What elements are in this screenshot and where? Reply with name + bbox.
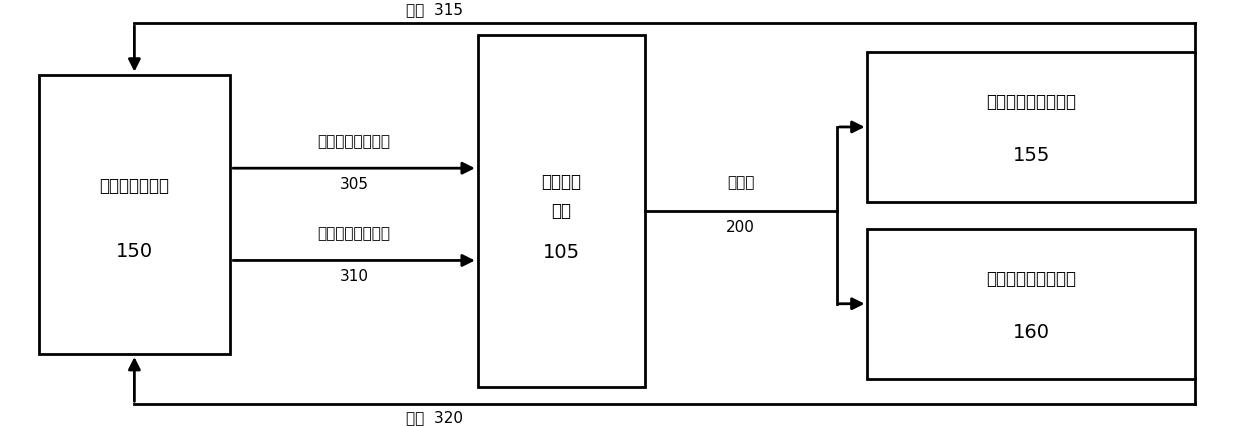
Text: 105: 105 bbox=[543, 243, 580, 262]
Bar bbox=[477, 35, 645, 387]
Text: 内容提供者计算设备: 内容提供者计算设备 bbox=[986, 93, 1076, 111]
Text: 服务提供者计算设备: 服务提供者计算设备 bbox=[986, 270, 1076, 288]
Text: 155: 155 bbox=[1013, 146, 1050, 165]
Text: 客户端计算设备: 客户端计算设备 bbox=[99, 176, 170, 195]
Bar bbox=[38, 75, 231, 354]
Text: 160: 160 bbox=[1013, 323, 1050, 342]
Text: 数据处理: 数据处理 bbox=[541, 173, 582, 191]
Text: 第二输入音频信号: 第二输入音频信号 bbox=[317, 226, 391, 241]
Text: 单线程: 单线程 bbox=[727, 175, 754, 190]
Text: 系统: 系统 bbox=[552, 202, 572, 220]
Text: 150: 150 bbox=[115, 242, 153, 261]
Text: 响应  320: 响应 320 bbox=[405, 410, 463, 425]
Text: 第一输入音频信号: 第一输入音频信号 bbox=[317, 134, 391, 149]
Bar bbox=[868, 52, 1195, 202]
Text: 响应  315: 响应 315 bbox=[405, 3, 463, 17]
Text: 200: 200 bbox=[727, 220, 755, 235]
Text: 305: 305 bbox=[340, 177, 368, 192]
Bar bbox=[868, 229, 1195, 379]
Text: 310: 310 bbox=[340, 269, 368, 285]
